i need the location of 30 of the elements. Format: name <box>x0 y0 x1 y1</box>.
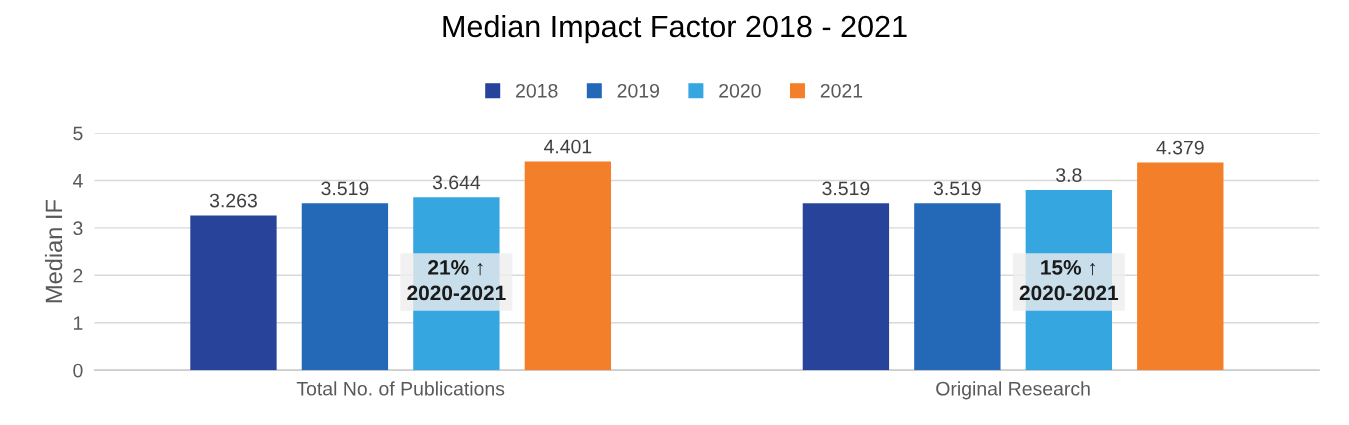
legend-label: 2021 <box>820 83 863 98</box>
legend-label: 2018 <box>516 83 558 98</box>
data-label: 3.8 <box>1056 168 1082 182</box>
y-tick-label: 1 <box>73 316 83 330</box>
y-tick-label: 5 <box>73 126 83 141</box>
annotation: 15% ↑ 2020-2021 <box>1019 260 1119 301</box>
bar <box>524 161 612 371</box>
y-tick-label: 0 <box>73 363 83 378</box>
x-tick-label: Total No. of Publications <box>296 381 505 396</box>
data-label: 4.379 <box>1156 140 1204 155</box>
data-label: 3.519 <box>822 181 870 196</box>
legend-label: 2020 <box>719 83 761 98</box>
bar <box>914 203 1001 371</box>
data-label: 3.263 <box>209 193 257 208</box>
y-tick-label: 2 <box>73 268 83 283</box>
annotation: 21% ↑ 2020-2021 <box>407 260 506 301</box>
legend-label: 2019 <box>617 83 659 98</box>
chart-title: Median Impact Factor 2018 - 2021 <box>443 14 907 44</box>
y-axis-title: Median IF <box>44 200 63 303</box>
y-tick-label: 4 <box>72 174 83 188</box>
x-tick-label: Original Research <box>936 381 1090 400</box>
bar <box>802 203 890 371</box>
bar <box>1137 162 1224 371</box>
data-label: 3.519 <box>321 181 369 196</box>
y-tick-label: 3 <box>73 221 83 236</box>
bar <box>301 203 389 371</box>
data-label: 3.644 <box>432 175 481 190</box>
bar <box>190 215 277 371</box>
data-label: 3.519 <box>933 181 981 196</box>
data-label: 4.401 <box>543 139 592 154</box>
